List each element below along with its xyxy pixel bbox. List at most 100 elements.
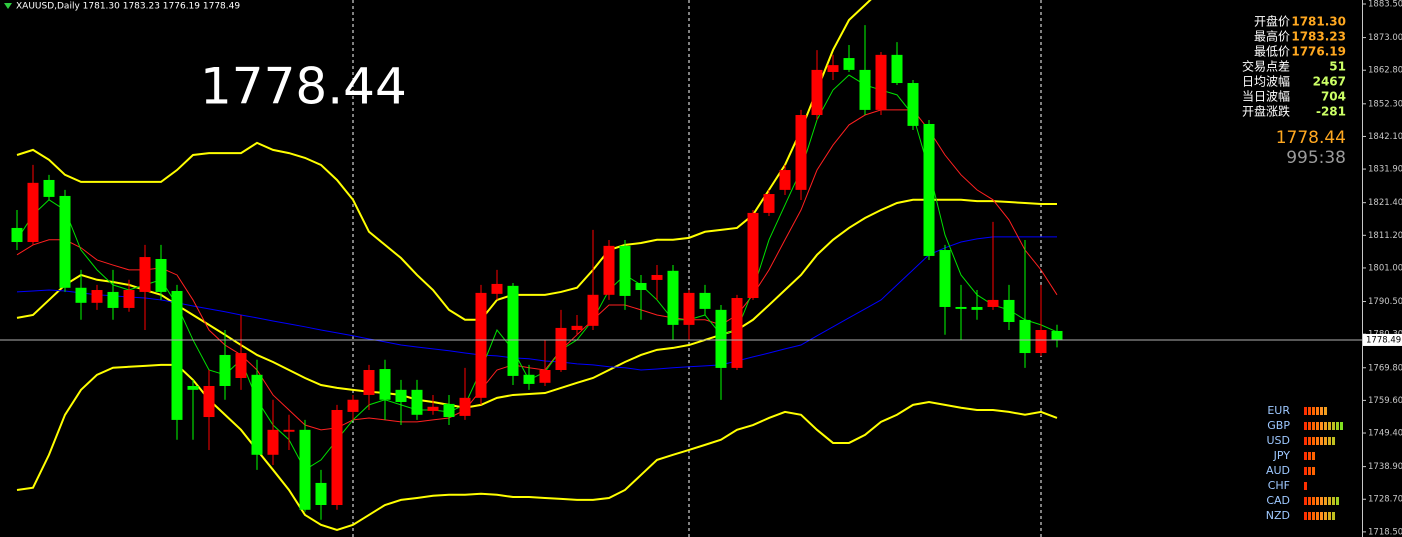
- candle-body: [299, 429, 311, 510]
- candle-body: [315, 482, 327, 506]
- strength-bar: [1304, 452, 1307, 460]
- strength-bar: [1324, 497, 1327, 505]
- strength-meter: [1304, 407, 1327, 415]
- strength-meter: [1304, 437, 1335, 445]
- strength-bar: [1328, 512, 1331, 520]
- candle-body: [11, 227, 23, 243]
- plot-area: [0, 0, 1362, 532]
- currency-label: AUD: [1266, 464, 1290, 477]
- candle-body: [347, 399, 359, 412]
- y-tick-label: 1728.70: [1368, 495, 1402, 505]
- info-label: 当日波幅: [1242, 89, 1290, 104]
- candle-body: [363, 369, 375, 395]
- candle-body: [811, 69, 823, 116]
- y-tick-label: 1873.00: [1368, 33, 1402, 43]
- info-label: 开盘价: [1254, 14, 1290, 29]
- candle-body: [731, 298, 743, 368]
- candle-body: [555, 327, 567, 370]
- strength-bar: [1320, 422, 1323, 430]
- strength-meter: [1304, 467, 1315, 475]
- info-value: 51: [1329, 60, 1346, 74]
- candle-body: [571, 325, 583, 331]
- strength-bar: [1316, 422, 1319, 430]
- symbol-icon: [4, 3, 12, 9]
- candle-body: [939, 250, 951, 307]
- candle-body: [667, 270, 679, 325]
- strength-bar: [1324, 422, 1327, 430]
- candle-body: [427, 406, 439, 411]
- info-value: 1776.19: [1291, 45, 1346, 59]
- candle-body: [587, 294, 599, 326]
- strength-bar: [1324, 407, 1327, 415]
- info-value: -281: [1316, 105, 1346, 119]
- candle-body: [91, 290, 103, 303]
- candle-body: [251, 374, 263, 455]
- strength-bar: [1308, 452, 1311, 460]
- candle-body: [875, 54, 887, 110]
- strength-bar: [1328, 422, 1331, 430]
- y-tick-label: 1801.00: [1368, 263, 1402, 273]
- strength-bar: [1312, 467, 1315, 475]
- candle-body: [619, 245, 631, 296]
- indicator-line: [16, 0, 872, 321]
- strength-bar: [1316, 512, 1319, 520]
- candle-body: [987, 299, 999, 307]
- strength-bar: [1320, 437, 1323, 445]
- info-label: 最低价: [1254, 45, 1290, 59]
- candle-body: [235, 353, 247, 378]
- candle-body: [891, 54, 903, 84]
- chart-title: XAUUSD,Daily 1781.30 1783.23 1776.19 177…: [16, 2, 240, 12]
- strength-bar: [1304, 422, 1307, 430]
- candle-body: [715, 309, 727, 368]
- y-tick-label: 1821.40: [1368, 198, 1402, 208]
- candle-body: [459, 397, 471, 416]
- candle-body: [107, 291, 119, 308]
- strength-bar: [1332, 437, 1335, 445]
- candle-body: [603, 245, 615, 295]
- strength-bar: [1328, 437, 1331, 445]
- y-tick-label: 1811.20: [1368, 231, 1402, 241]
- candle-body: [171, 290, 183, 420]
- indicator-line: [16, 236, 1057, 371]
- candle-body: [955, 306, 967, 309]
- candle-body: [1019, 319, 1031, 354]
- strength-bar: [1304, 467, 1307, 475]
- strength-bar: [1328, 497, 1331, 505]
- strength-bar: [1308, 497, 1311, 505]
- candle-body: [651, 274, 663, 280]
- candle-body: [395, 389, 407, 402]
- strength-meter: [1304, 422, 1343, 430]
- strength-bar: [1340, 422, 1343, 430]
- strength-bar: [1316, 407, 1319, 415]
- candle-body: [923, 123, 935, 256]
- candle-body: [635, 282, 647, 291]
- strength-bar: [1308, 512, 1311, 520]
- candle-body: [1003, 299, 1015, 323]
- candle-body: [827, 65, 839, 72]
- currency-label: USD: [1266, 434, 1290, 447]
- candle-body: [907, 83, 919, 126]
- candle-body: [379, 369, 391, 400]
- strength-bar: [1312, 512, 1315, 520]
- candle-body: [267, 429, 279, 455]
- candle-body: [331, 409, 343, 506]
- strength-bar: [1308, 407, 1311, 415]
- strength-bar: [1332, 512, 1335, 520]
- strength-bar: [1312, 497, 1315, 505]
- info-value: 1781.30: [1291, 15, 1346, 29]
- candle-body: [843, 58, 855, 70]
- strength-bar: [1320, 512, 1323, 520]
- strength-bar: [1304, 482, 1307, 490]
- info-value: 2467: [1313, 75, 1346, 89]
- candle-body: [123, 290, 135, 308]
- candle-body: [763, 194, 775, 213]
- y-tick-label: 1831.90: [1368, 165, 1402, 175]
- candle-body: [971, 306, 983, 310]
- currency-label: CAD: [1266, 494, 1290, 507]
- strength-bar: [1312, 452, 1315, 460]
- strength-bar: [1336, 497, 1339, 505]
- candle-body: [475, 292, 487, 398]
